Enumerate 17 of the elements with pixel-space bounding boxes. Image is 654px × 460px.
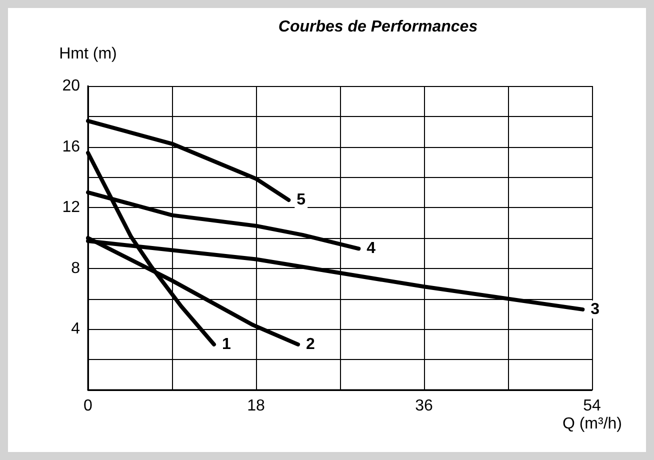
y-tick-label: 20 (62, 78, 80, 94)
series-label: 3 (590, 300, 600, 318)
y-tick-label: 4 (71, 320, 80, 338)
y-tick-label: 8 (71, 260, 80, 277)
x-tick-label: 54 (583, 398, 601, 414)
series-label: 1 (222, 336, 231, 353)
y-axis-title: Hmt (m) (59, 46, 117, 62)
x-tick-label: 0 (84, 398, 93, 414)
series-label: 2 (306, 336, 315, 353)
series-label: 4 (366, 240, 376, 258)
series-label: 5 (296, 192, 306, 208)
chart-title: Courbes de Performances (278, 18, 478, 36)
x-tick-label: 18 (247, 398, 265, 414)
x-tick-label: 36 (415, 398, 433, 414)
x-axis-title: Q (m³/h) (562, 416, 622, 432)
y-tick-label: 12 (62, 199, 80, 216)
y-tick-label: 16 (62, 138, 80, 156)
